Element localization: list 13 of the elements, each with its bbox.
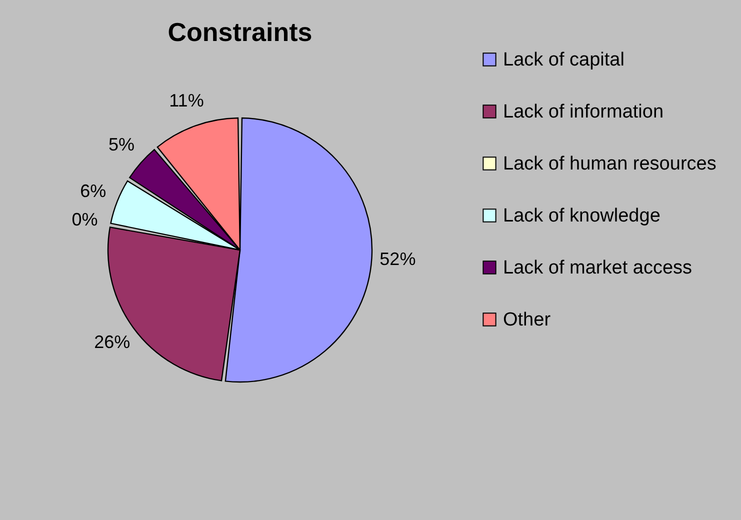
data-label: 26%: [94, 332, 130, 352]
text: 0%: [72, 209, 98, 230]
legend-label: Lack of human resources: [503, 154, 716, 174]
chart-title: Constraints: [168, 17, 312, 47]
legend-label: Lack of information: [503, 102, 664, 122]
legend-label: Lack of knowledge: [503, 206, 660, 226]
data-label: 6%: [80, 180, 106, 201]
data-label: 5%: [108, 134, 134, 155]
legend-label: Other: [503, 310, 552, 330]
legend-label: Lack of market access: [503, 258, 692, 278]
legend-label: Lack of capital: [503, 50, 624, 70]
data-label: 11%: [169, 90, 204, 110]
data-label: 52%: [380, 248, 416, 269]
